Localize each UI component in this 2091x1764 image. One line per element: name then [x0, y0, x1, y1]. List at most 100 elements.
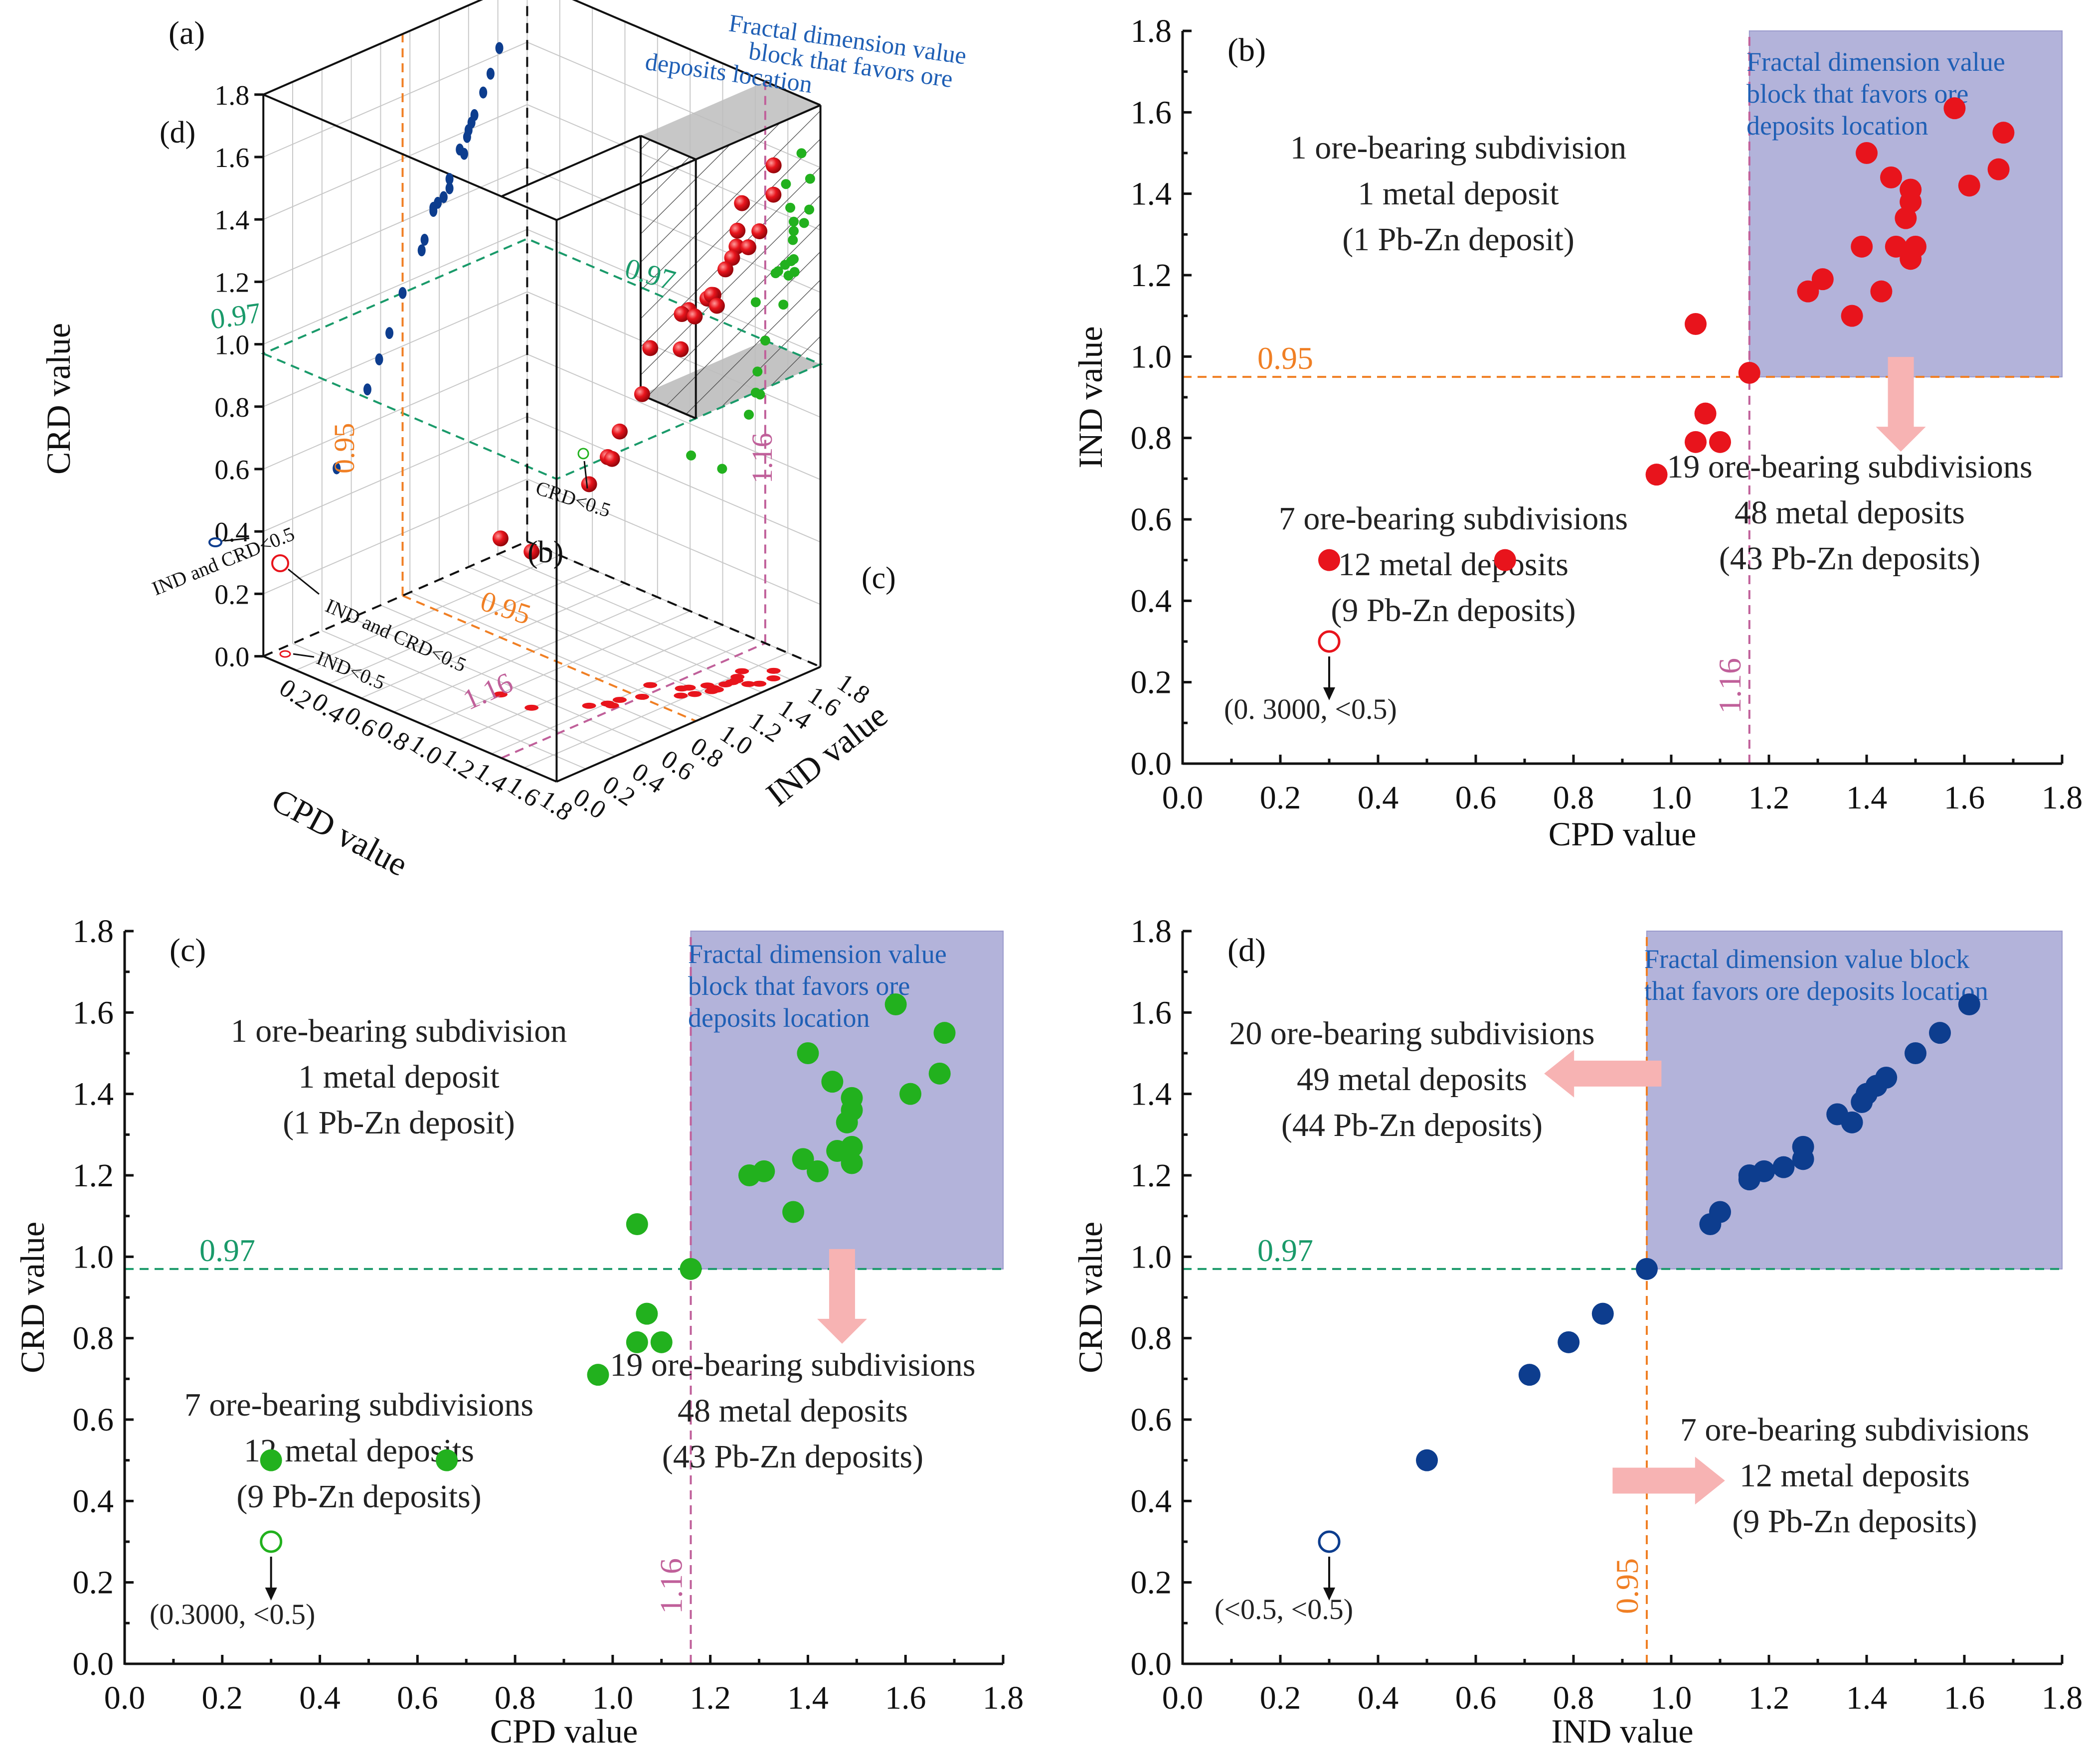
x-tick-label: 0.2 [1260, 1680, 1301, 1716]
x-tick-label: 1.2 [1748, 1680, 1790, 1716]
back-wall-projection-point [333, 462, 341, 475]
data-point [636, 1302, 658, 1325]
data-point [1992, 122, 2015, 144]
x-tick-label: 1.0 [592, 1680, 634, 1716]
panel-d-ind-vs-crd: 0.97 0.95 Fractal dimension value blocktha… [1071, 913, 2083, 1750]
floor-projection-point [688, 691, 702, 697]
x-tick-label: 1.4 [1846, 1680, 1888, 1716]
z-tick-label: 0.6 [214, 455, 249, 485]
floor-grid [491, 638, 756, 755]
side-wall-projection-point [799, 218, 809, 228]
back-wall-grid [263, 229, 527, 345]
data-point [782, 1201, 805, 1223]
z-tick-label: 0.2 [214, 579, 249, 610]
hollow-point-blue [208, 537, 222, 547]
side-wall-projection-point [686, 450, 697, 461]
data-point [1318, 549, 1340, 571]
back-wall-projection-point [385, 327, 394, 339]
hollow-arrow [293, 653, 315, 658]
annotation-lower-left: 7 ore-bearing subdivisions [184, 1387, 533, 1423]
block-text-line: Fractal dimension value block [1644, 944, 1969, 974]
ind-threshold-line-floor [402, 595, 697, 722]
data-point [1856, 142, 1878, 164]
x-axis-label: CPD value [266, 781, 414, 883]
panel-label: (a) [169, 15, 205, 51]
side-wall-projection-point [752, 366, 763, 377]
sphere-point [734, 195, 750, 211]
data-point [1851, 235, 1873, 258]
floor-projection-point [493, 691, 508, 698]
y-tick-label: 0.6 [1131, 1402, 1172, 1438]
data-point [1694, 402, 1717, 425]
box-edge-hidden [526, 540, 821, 668]
floor-grid [426, 611, 691, 727]
y-tick-label: 0.4 [1131, 583, 1172, 619]
data-point [626, 1331, 648, 1353]
floor-projection-point [709, 686, 724, 693]
z-tick-label: 1.6 [214, 143, 249, 173]
side-wall-projection-point [783, 270, 794, 281]
y-tick-label: 1.6 [73, 994, 114, 1031]
floor-projection-point [643, 682, 658, 688]
annotation-lower-right: (9 Pb-Zn deposits) [1732, 1503, 1977, 1540]
x-tick-label: 0.0 [104, 1680, 146, 1716]
data-point [797, 1042, 819, 1064]
block-text-line: Fractal dimension value [1746, 47, 2005, 77]
side-wall-projection-point [770, 268, 781, 279]
data-point [260, 1449, 282, 1471]
back-wall-projection-point [363, 383, 371, 396]
floor-grid [322, 630, 616, 757]
y-tick-label: 0.6 [73, 1402, 114, 1438]
annotation-lower-right: (43 Pb-Zn deposits) [1719, 540, 1980, 577]
pink-arrow-down [1876, 357, 1926, 452]
data-point [1645, 464, 1668, 486]
y-tick-label: 0.2 [73, 1565, 114, 1601]
data-point [626, 1213, 648, 1235]
hollow-point [1318, 1530, 1341, 1553]
data-point [1738, 362, 1760, 384]
data-point [1558, 1331, 1580, 1353]
data-point [1416, 1449, 1438, 1471]
floor-projection-point [675, 685, 689, 692]
threshold-label-x: 0.95 [1609, 1558, 1645, 1614]
sphere-point [740, 239, 757, 255]
y-tick-label: 1.6 [1131, 994, 1172, 1031]
data-point [1885, 235, 1907, 258]
x-tick-label: 1.6 [1944, 780, 1985, 816]
side-wall-projection-point [788, 254, 799, 264]
floor-grid [468, 566, 762, 693]
x-tick-label: 1.6 [1944, 1680, 1985, 1716]
ind-threshold-label-wall: 0.95 [328, 423, 360, 474]
box-edge [263, 0, 484, 96]
x-tick-label: 1.8 [2042, 780, 2083, 816]
floor-projection-point [752, 680, 767, 687]
floor-projection-point [766, 667, 781, 674]
hollow-point-red [271, 554, 289, 572]
sphere-point [729, 222, 746, 239]
data-point [680, 1258, 702, 1280]
z-axis-label: CRD value [39, 323, 77, 475]
side-wall-grid [527, 479, 821, 605]
side-wall-projection-point [804, 204, 815, 215]
back-wall-projection-point [445, 173, 454, 185]
y-tick-label: 0.8 [73, 1320, 114, 1357]
cpd-threshold-label-wall: 1.16 [746, 433, 778, 484]
data-point [1895, 207, 1917, 229]
data-point [1685, 313, 1707, 335]
y-tick-label: 1.4 [73, 1076, 114, 1113]
y-tick-label: 1.8 [1131, 913, 1172, 950]
y-tick-label: 1.2 [73, 1157, 114, 1194]
annotation-lower-left: (9 Pb-Zn deposits) [236, 1478, 481, 1515]
floor-projection-point [674, 692, 688, 699]
block-text-line: Fractal dimension value [688, 939, 947, 969]
panel-label: (b) [1227, 32, 1266, 68]
floor-projection-point [735, 668, 749, 674]
sphere-point [642, 340, 659, 356]
y-axis-label: IND value [1071, 326, 1109, 468]
side-wall-projection-point [781, 179, 791, 189]
data-point [1851, 1091, 1873, 1113]
back-wall-grid [263, 41, 527, 158]
back-wall-projection-point [429, 205, 438, 217]
hollow-arrow [583, 461, 588, 489]
floor-projection-point [612, 697, 627, 703]
